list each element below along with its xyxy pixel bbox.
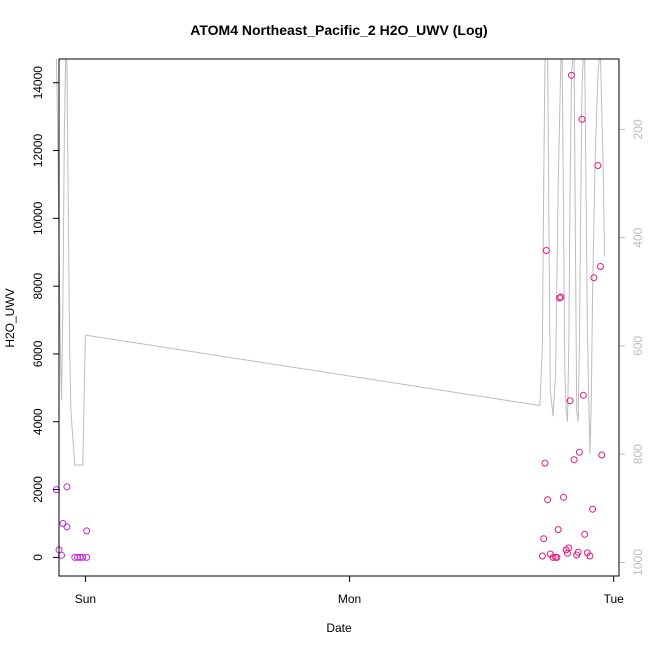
- data-point: [542, 247, 550, 254]
- data-point: [557, 293, 565, 301]
- data-point: [549, 553, 557, 561]
- data-point: [74, 553, 81, 561]
- chart-title: ATOM4 Northeast_Pacific_2 H2O_UWV (Log): [190, 22, 487, 38]
- x-tick-label: Sun: [75, 592, 96, 606]
- data-point: [540, 535, 548, 543]
- axes-layer: Sun Mon Tue 0 2000 4000 6000 8000 10000 12000 1400…: [31, 66, 645, 606]
- data-point: [59, 520, 67, 527]
- data-point: [574, 548, 582, 556]
- data-point: [565, 544, 573, 552]
- data-point: [594, 162, 602, 169]
- data-point: [570, 456, 578, 464]
- data-point: [581, 530, 589, 538]
- data-point: [76, 553, 84, 561]
- data-point: [579, 391, 587, 399]
- data-point: [560, 493, 567, 501]
- y-tick-label: 4000: [31, 408, 45, 435]
- line-series-layer: [55, 58, 605, 466]
- x-tick-label: Mon: [338, 592, 361, 606]
- y2-tick-label: 800: [631, 444, 645, 464]
- data-point: [568, 71, 575, 79]
- data-point: [63, 523, 71, 531]
- x-axis-label: Date: [326, 621, 352, 635]
- data-point: [71, 553, 79, 561]
- y-tick-label: 8000: [31, 272, 45, 299]
- data-point: [79, 553, 87, 561]
- data-point: [590, 274, 598, 282]
- scatter-points-layer: [52, 71, 606, 561]
- x-tick-label: Tue: [604, 592, 625, 606]
- y-tick-label: 0: [31, 554, 45, 561]
- y2-tick-label: 600: [631, 336, 645, 356]
- data-point: [578, 115, 586, 123]
- data-point: [586, 552, 594, 560]
- y-tick-label: 6000: [31, 340, 45, 367]
- data-point: [554, 526, 562, 534]
- data-point: [556, 294, 564, 302]
- data-point: [544, 496, 552, 504]
- data-point: [83, 553, 91, 561]
- data-point: [83, 527, 91, 535]
- series-line: [55, 58, 605, 466]
- data-point: [541, 459, 549, 467]
- data-point: [566, 397, 574, 405]
- y-tick-label: 12000: [31, 134, 45, 168]
- data-point: [598, 451, 606, 459]
- data-point: [553, 553, 561, 561]
- y-tick-label: 14000: [31, 66, 45, 100]
- y-tick-label: 10000: [31, 201, 45, 235]
- data-point: [589, 505, 597, 513]
- y-tick-label: 2000: [31, 476, 45, 503]
- data-point: [538, 552, 546, 560]
- data-point: [575, 448, 583, 456]
- data-point: [597, 263, 604, 270]
- plot-frame: [58, 58, 620, 577]
- y2-tick-label: 200: [631, 119, 645, 139]
- y2-tick-label: 1000: [631, 549, 645, 576]
- data-point: [63, 483, 71, 491]
- y2-tick-label: 400: [631, 227, 645, 247]
- y-axis-label: H2O_UWV: [3, 288, 17, 347]
